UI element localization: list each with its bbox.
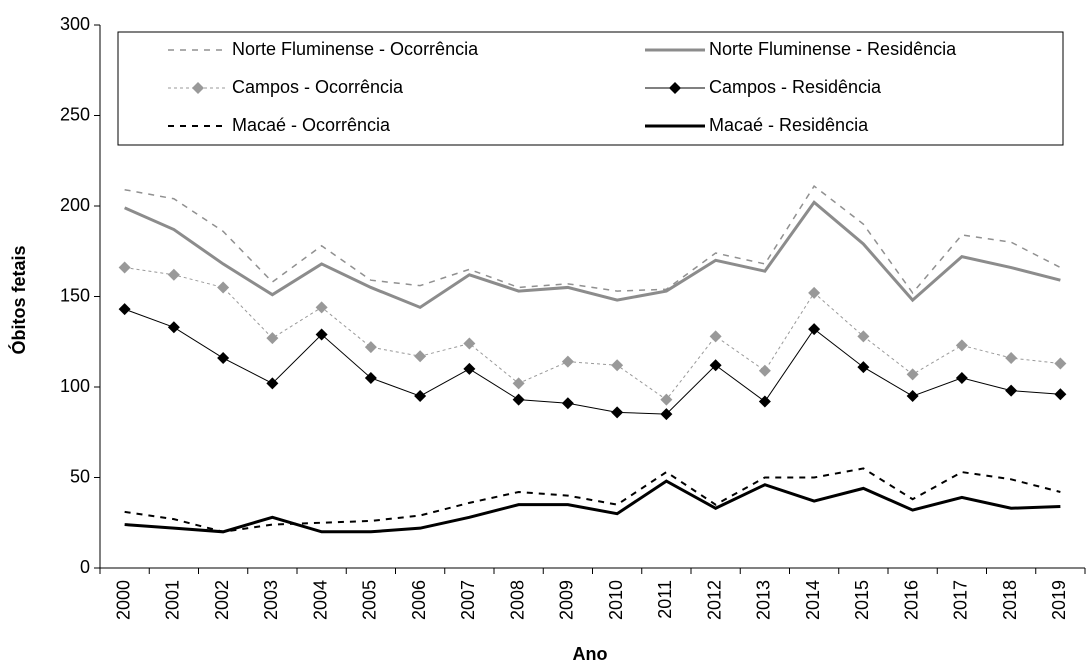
point-marker [906, 390, 919, 403]
point-marker [611, 359, 624, 372]
legend-marker [192, 82, 204, 94]
y-tick-label: 250 [60, 104, 90, 124]
x-tick-label: 2017 [951, 580, 971, 620]
point-marker [266, 332, 279, 345]
legend-label: Campos - Residência [709, 77, 882, 97]
point-marker [660, 408, 673, 421]
point-marker [463, 362, 476, 375]
point-marker [758, 395, 771, 408]
point-marker [906, 368, 919, 381]
point-marker [217, 281, 230, 294]
y-tick-label: 200 [60, 195, 90, 215]
point-marker [266, 377, 279, 390]
legend-label: Norte Fluminense - Residência [709, 39, 957, 59]
x-tick-label: 2018 [1000, 580, 1020, 620]
point-marker [118, 261, 131, 274]
x-axis-label: Ano [573, 644, 608, 664]
legend-label: Campos - Ocorrência [232, 77, 404, 97]
point-marker [808, 323, 821, 336]
point-marker [758, 364, 771, 377]
x-tick-label: 2014 [803, 580, 823, 620]
x-tick-label: 2003 [261, 580, 281, 620]
point-marker [955, 371, 968, 384]
point-marker [660, 393, 673, 406]
series-line [124, 308, 1061, 415]
legend-label: Macaé - Residência [709, 115, 869, 135]
point-marker [857, 330, 870, 343]
x-tick-label: 2012 [704, 580, 724, 620]
y-tick-label: 50 [70, 466, 90, 486]
y-tick-label: 100 [60, 376, 90, 396]
y-axis-label: Óbitos fetais [8, 245, 29, 354]
point-marker [561, 355, 574, 368]
point-marker [364, 371, 377, 384]
legend-label: Norte Fluminense - Ocorrência [232, 39, 479, 59]
point-marker [315, 301, 328, 314]
series-line [124, 267, 1061, 401]
series-line [124, 479, 1061, 534]
point-marker [808, 286, 821, 299]
x-tick-label: 2008 [507, 580, 527, 620]
x-tick-label: 2010 [606, 580, 626, 620]
point-marker [512, 377, 525, 390]
x-tick-label: 2011 [655, 580, 675, 619]
point-marker [512, 393, 525, 406]
y-tick-label: 300 [60, 14, 90, 34]
x-tick-label: 2013 [754, 580, 774, 620]
point-marker [463, 337, 476, 350]
x-tick-label: 2004 [310, 580, 330, 620]
point-marker [709, 330, 722, 343]
x-tick-label: 2005 [360, 580, 380, 620]
x-tick-label: 2000 [113, 580, 133, 620]
point-marker [1005, 352, 1018, 365]
legend-label: Macaé - Ocorrência [232, 115, 391, 135]
point-marker [1054, 388, 1067, 401]
point-marker [167, 268, 180, 281]
x-tick-label: 2006 [409, 580, 429, 620]
point-marker [217, 352, 230, 365]
point-marker [315, 328, 328, 341]
x-tick-label: 2019 [1049, 580, 1069, 620]
x-tick-label: 2007 [458, 580, 478, 620]
point-marker [414, 350, 427, 363]
point-marker [955, 339, 968, 352]
point-marker [1054, 357, 1067, 370]
point-marker [167, 321, 180, 334]
x-tick-label: 2002 [212, 580, 232, 620]
y-tick-label: 150 [60, 285, 90, 305]
x-tick-label: 2009 [557, 580, 577, 620]
point-marker [561, 397, 574, 410]
point-marker [118, 303, 131, 316]
point-marker [611, 406, 624, 419]
y-tick-label: 0 [80, 557, 90, 577]
x-tick-label: 2016 [901, 580, 921, 620]
legend-box [117, 31, 1064, 146]
point-marker [857, 361, 870, 374]
legend-marker [669, 82, 681, 94]
point-marker [709, 359, 722, 372]
point-marker [364, 341, 377, 354]
series-line [124, 184, 1061, 295]
x-tick-label: 2001 [163, 580, 183, 620]
point-marker [414, 390, 427, 403]
x-tick-label: 2015 [852, 580, 872, 620]
series-line [124, 200, 1061, 310]
point-marker [1005, 384, 1018, 397]
series-line [124, 467, 1061, 533]
